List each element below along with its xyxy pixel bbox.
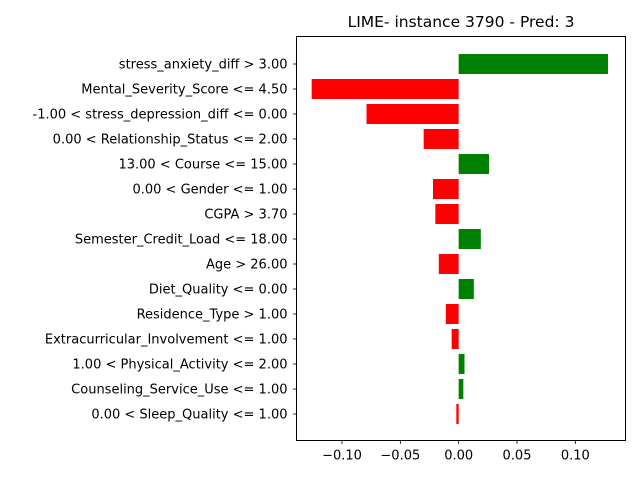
bar-7	[458, 229, 481, 249]
bar-10	[445, 304, 459, 324]
bar-14	[456, 404, 459, 424]
bar-0	[458, 54, 608, 74]
bar-13	[458, 379, 464, 399]
y-tick-label: Semester_Credit_Load <= 18.00	[75, 233, 288, 248]
bar-12	[458, 354, 465, 374]
bar-6	[435, 204, 459, 224]
x-tick-label: −0.10	[322, 449, 362, 464]
y-tick-label: Diet_Quality <= 0.00	[149, 283, 288, 298]
y-tick-label: Counseling_Service_Use <= 1.00	[71, 383, 287, 398]
y-tick-label: Residence_Type > 1.00	[137, 308, 288, 323]
y-tick-label: Mental_Severity_Score <= 4.50	[81, 83, 287, 98]
y-axis-ticks: stress_anxiety_diff > 3.00 Mental_Severit…	[33, 58, 297, 423]
bar-9	[458, 279, 474, 299]
y-tick-label: 13.00 < Course <= 15.00	[118, 158, 287, 173]
bar-2	[366, 104, 459, 124]
bar-11	[451, 329, 459, 349]
x-axis-ticks: −0.10 −0.05 0.00 0.05 0.10	[322, 440, 590, 464]
y-tick-label: 0.00 < Relationship_Status <= 2.00	[53, 133, 288, 148]
bar-5	[433, 179, 459, 199]
bar-3	[423, 129, 459, 149]
y-tick-label: CGPA > 3.70	[204, 208, 287, 223]
y-tick-label: Age > 26.00	[206, 258, 288, 273]
y-tick-label: 0.00 < Gender <= 1.00	[132, 183, 287, 198]
x-tick-label: 0.10	[561, 449, 590, 464]
bar-1	[311, 79, 459, 99]
bar-4	[458, 154, 489, 174]
y-tick-label: 0.00 < Sleep_Quality <= 1.00	[91, 408, 287, 423]
x-tick-label: 0.05	[503, 449, 532, 464]
bars-group	[311, 54, 608, 424]
chart-title: LIME- instance 3790 - Pred: 3	[348, 13, 575, 31]
plot-frame	[296, 36, 626, 441]
bar-8	[438, 254, 459, 274]
y-tick-label: Extracurricular_Involvement <= 1.00	[45, 333, 288, 348]
y-tick-label: -1.00 < stress_depression_diff <= 0.00	[33, 108, 288, 123]
x-tick-label: 0.00	[444, 449, 473, 464]
y-tick-label: 1.00 < Physical_Activity <= 2.00	[72, 358, 287, 373]
y-tick-label: stress_anxiety_diff > 3.00	[119, 58, 288, 73]
x-tick-label: −0.05	[380, 449, 420, 464]
